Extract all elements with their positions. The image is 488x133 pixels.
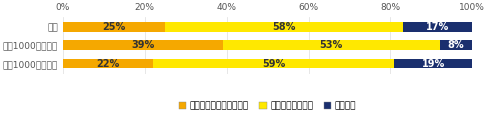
Text: 58%: 58% — [272, 22, 296, 32]
Bar — [153, 59, 394, 68]
Text: 22%: 22% — [96, 59, 120, 68]
Bar — [165, 22, 403, 32]
Text: 17%: 17% — [426, 22, 449, 32]
Bar — [403, 22, 472, 32]
Bar — [63, 22, 165, 32]
Bar — [394, 59, 472, 68]
Text: 59%: 59% — [262, 59, 285, 68]
Legend: 内容も含めて知っている, 概要を知っている, 知らない: 内容も含めて知っている, 概要を知っている, 知らない — [175, 98, 360, 114]
Text: 53%: 53% — [320, 40, 343, 50]
Bar — [63, 59, 153, 68]
Bar — [440, 40, 472, 50]
Bar — [223, 40, 440, 50]
Text: 19%: 19% — [422, 59, 445, 68]
Text: 39%: 39% — [131, 40, 154, 50]
Text: 25%: 25% — [102, 22, 126, 32]
Bar — [63, 40, 223, 50]
Text: 8%: 8% — [447, 40, 464, 50]
